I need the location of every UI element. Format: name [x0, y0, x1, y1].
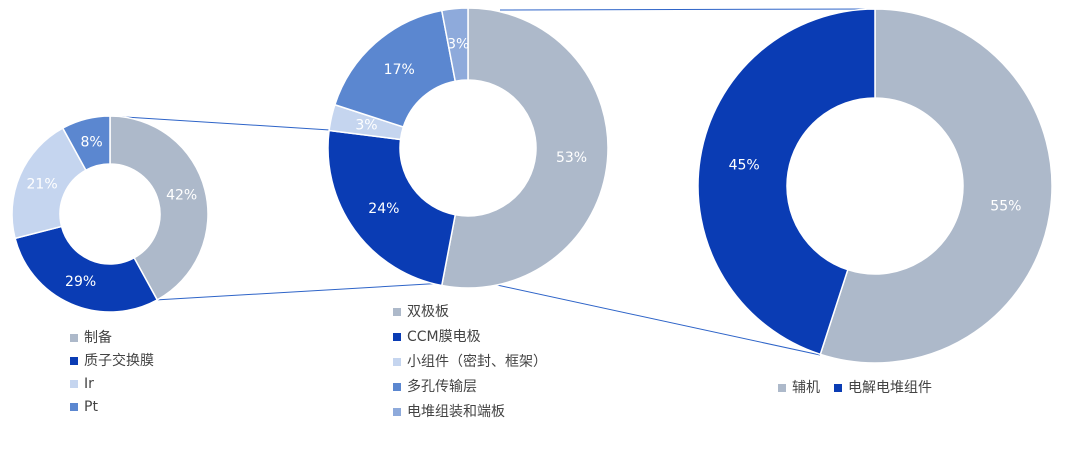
data-label: 3%	[355, 117, 377, 133]
legend-label: 双极板	[407, 304, 449, 320]
slice	[109, 115, 209, 301]
legend-swatch	[393, 383, 401, 391]
legend-swatch	[778, 384, 786, 392]
legend-swatch	[70, 334, 78, 342]
data-label: 29%	[65, 274, 96, 290]
slice	[440, 7, 609, 289]
slice	[327, 129, 457, 287]
legend-swatch	[70, 357, 78, 365]
legend-label: Ir	[84, 376, 94, 392]
legend-label: Pt	[84, 399, 98, 415]
legend-swatch	[834, 384, 842, 392]
legend-label: 电堆组装和端板	[407, 404, 505, 420]
connector	[496, 284, 821, 356]
data-label: 3%	[447, 36, 469, 52]
legend-swatch	[393, 308, 401, 316]
slice	[61, 115, 111, 172]
connector	[154, 282, 446, 301]
legend-label: 多孔传输层	[407, 378, 477, 395]
slice	[440, 7, 469, 83]
legend-label: CCM膜电极	[407, 329, 481, 345]
slice	[697, 8, 876, 356]
legend-label: 质子交换膜	[84, 352, 154, 369]
legend-swatch	[393, 333, 401, 341]
legend-swatch	[70, 403, 78, 411]
legend-swatch	[393, 358, 401, 366]
connector	[109, 115, 331, 131]
data-label: 42%	[166, 188, 197, 204]
legend-swatch	[70, 380, 78, 388]
legend-swatch	[393, 408, 401, 416]
data-label: 55%	[990, 199, 1021, 215]
legend-label: 电解电堆组件	[848, 380, 932, 396]
data-label: 8%	[80, 134, 102, 150]
legend-label: 辅机	[792, 380, 820, 396]
slice	[14, 225, 159, 313]
data-label: 53%	[556, 150, 587, 166]
data-label: 24%	[368, 201, 399, 217]
data-label: 45%	[729, 157, 760, 173]
connector	[499, 8, 876, 11]
slice	[819, 8, 1053, 364]
data-label: 21%	[27, 177, 58, 193]
slice	[333, 9, 457, 128]
legend-label: 制备	[84, 329, 112, 346]
legend-label: 小组件（密封、框架）	[407, 353, 547, 370]
data-label: 17%	[384, 62, 415, 78]
